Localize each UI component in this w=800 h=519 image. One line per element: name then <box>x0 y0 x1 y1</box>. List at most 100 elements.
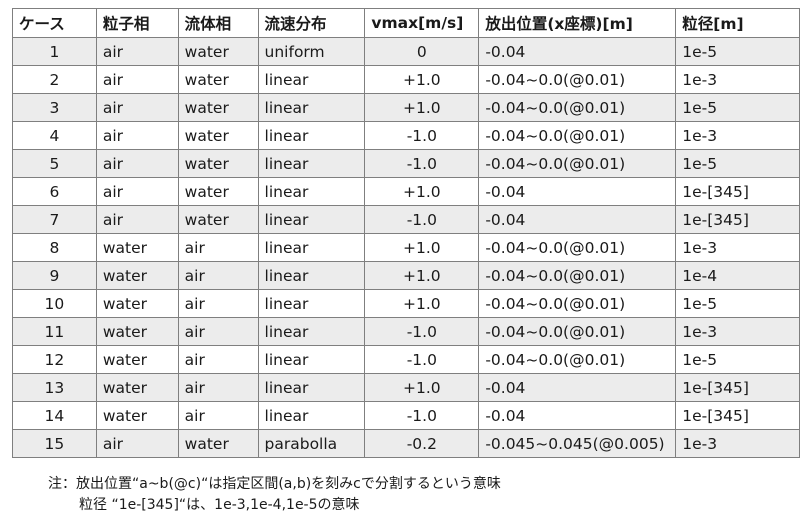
note-particle-size: 粒径 “1e-[345]“は、1e-3,1e-4,1e-5の意味 <box>79 497 360 513</box>
table-row: 12 water air linear -1.0 -0.04~0.0(@0.01) 1e-5 <box>12 345 800 374</box>
table-row: 11 water air linear -1.0 -0.04~0.0(@0.01) 1e-3 <box>12 317 800 346</box>
header-case: ケース <box>12 8 97 38</box>
cell-particle-size: 1e-[345] <box>675 177 800 206</box>
cell-case: 8 <box>12 233 97 262</box>
table-row: 7 air water linear -1.0 -0.04 1e-[345] <box>12 205 800 234</box>
cell-case: 13 <box>12 373 97 402</box>
cell-particle-size: 1e-3 <box>675 121 800 150</box>
table-row: 9 water air linear +1.0 -0.04~0.0(@0.01) 1e-4 <box>12 261 800 290</box>
cell-case: 9 <box>12 261 97 290</box>
cell-vmax: -1.0 <box>364 205 480 234</box>
table-row: 5 air water linear -1.0 -0.04~0.0(@0.01) 1e-5 <box>12 149 800 178</box>
header-particle-phase: 粒子相 <box>95 8 179 38</box>
cell-particle-phase: water <box>95 401 179 430</box>
cell-case: 1 <box>12 37 97 66</box>
header-vmax: vmax[m/s] <box>364 8 480 38</box>
cell-particle-phase: air <box>95 177 179 206</box>
cell-vmax: 0 <box>364 37 480 66</box>
cell-particle-size: 1e-5 <box>675 149 800 178</box>
cell-particle-size: 1e-[345] <box>675 373 800 402</box>
cell-release-position: -0.04~0.0(@0.01) <box>478 149 677 178</box>
cell-velocity-distribution: linear <box>257 93 366 122</box>
cell-particle-phase: water <box>95 345 179 374</box>
cell-vmax: -1.0 <box>364 317 480 346</box>
cell-particle-size: 1e-3 <box>675 233 800 262</box>
cell-fluid-phase: water <box>177 177 259 206</box>
cell-release-position: -0.04~0.0(@0.01) <box>478 345 677 374</box>
cell-case: 11 <box>12 317 97 346</box>
cell-release-position: -0.04~0.0(@0.01) <box>478 317 677 346</box>
cell-velocity-distribution: linear <box>257 121 366 150</box>
cell-velocity-distribution: linear <box>257 177 366 206</box>
cell-fluid-phase: air <box>177 401 259 430</box>
cell-particle-size: 1e-3 <box>675 65 800 94</box>
cell-velocity-distribution: linear <box>257 233 366 262</box>
cell-velocity-distribution: parabolla <box>257 429 366 458</box>
header-fluid-phase: 流体相 <box>177 8 259 38</box>
cell-particle-size: 1e-4 <box>675 261 800 290</box>
table-row: 14 water air linear -1.0 -0.04 1e-[345] <box>12 401 800 430</box>
cell-velocity-distribution: linear <box>257 261 366 290</box>
cell-velocity-distribution: linear <box>257 289 366 318</box>
cell-particle-phase: water <box>95 317 179 346</box>
cases-table: ケース 粒子相 流体相 流速分布 vmax[m/s] 放出位置(x座標)[m] … <box>12 8 800 458</box>
cell-particle-size: 1e-[345] <box>675 401 800 430</box>
table-row: 6 air water linear +1.0 -0.04 1e-[345] <box>12 177 800 206</box>
cell-fluid-phase: air <box>177 373 259 402</box>
cell-case: 5 <box>12 149 97 178</box>
cell-vmax: +1.0 <box>364 177 480 206</box>
cell-fluid-phase: air <box>177 345 259 374</box>
cell-velocity-distribution: linear <box>257 345 366 374</box>
cell-vmax: +1.0 <box>364 233 480 262</box>
cell-case: 2 <box>12 65 97 94</box>
table-body: 1 air water uniform 0 -0.04 1e-5 2 air water linea… <box>12 37 800 458</box>
header-release-position: 放出位置(x座標)[m] <box>478 8 677 38</box>
cell-particle-phase: water <box>95 373 179 402</box>
cell-particle-phase: air <box>95 93 179 122</box>
header-velocity-distribution: 流速分布 <box>257 8 366 38</box>
cell-particle-phase: air <box>95 65 179 94</box>
cell-particle-size: 1e-5 <box>675 93 800 122</box>
cell-case: 6 <box>12 177 97 206</box>
cell-release-position: -0.04~0.0(@0.01) <box>478 233 677 262</box>
cell-release-position: -0.04~0.0(@0.01) <box>478 289 677 318</box>
cell-particle-phase: air <box>95 205 179 234</box>
cell-case: 12 <box>12 345 97 374</box>
cell-particle-size: 1e-[345] <box>675 205 800 234</box>
note-release-position: 注：放出位置“a~b(@c)“は指定区間(a,b)を刻みcで分割するという意味 <box>48 476 501 492</box>
cell-vmax: -1.0 <box>364 121 480 150</box>
cell-fluid-phase: water <box>177 149 259 178</box>
cell-vmax: +1.0 <box>364 261 480 290</box>
cell-case: 14 <box>12 401 97 430</box>
cell-vmax: -1.0 <box>364 345 480 374</box>
table-row: 13 water air linear +1.0 -0.04 1e-[345] <box>12 373 800 402</box>
table-row: 2 air water linear +1.0 -0.04~0.0(@0.01) 1e-3 <box>12 65 800 94</box>
cell-velocity-distribution: linear <box>257 205 366 234</box>
header-particle-size: 粒径[m] <box>675 8 800 38</box>
cell-case: 7 <box>12 205 97 234</box>
cell-particle-size: 1e-3 <box>675 429 800 458</box>
cell-velocity-distribution: linear <box>257 373 366 402</box>
cell-vmax: +1.0 <box>364 93 480 122</box>
cell-particle-phase: air <box>95 149 179 178</box>
cell-particle-size: 1e-5 <box>675 345 800 374</box>
cell-release-position: -0.04 <box>478 37 677 66</box>
cell-fluid-phase: water <box>177 429 259 458</box>
cell-case: 4 <box>12 121 97 150</box>
cell-velocity-distribution: linear <box>257 401 366 430</box>
cell-release-position: -0.045~0.045(@0.005) <box>478 429 677 458</box>
cell-vmax: +1.0 <box>364 289 480 318</box>
cell-fluid-phase: water <box>177 93 259 122</box>
header-row: ケース 粒子相 流体相 流速分布 vmax[m/s] 放出位置(x座標)[m] … <box>12 8 800 38</box>
cell-particle-phase: water <box>95 261 179 290</box>
cell-fluid-phase: water <box>177 205 259 234</box>
cell-vmax: -0.2 <box>364 429 480 458</box>
cell-release-position: -0.04 <box>478 177 677 206</box>
cell-fluid-phase: water <box>177 65 259 94</box>
cell-release-position: -0.04~0.0(@0.01) <box>478 93 677 122</box>
cell-particle-phase: air <box>95 37 179 66</box>
notes: 注：放出位置“a~b(@c)“は指定区間(a,b)を刻みcで分割するという意味 … <box>48 474 501 516</box>
table-row: 3 air water linear +1.0 -0.04~0.0(@0.01) 1e-5 <box>12 93 800 122</box>
cell-particle-size: 1e-5 <box>675 289 800 318</box>
cell-particle-phase: water <box>95 233 179 262</box>
